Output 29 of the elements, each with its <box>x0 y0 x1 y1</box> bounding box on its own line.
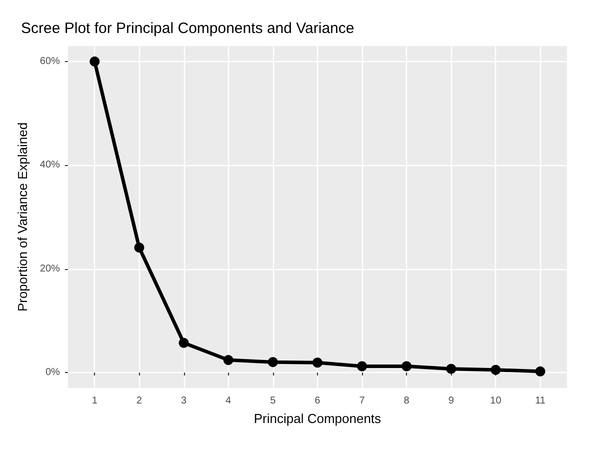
point <box>312 358 322 368</box>
x-tick-label: 7 <box>359 396 366 406</box>
x-tick-label: 9 <box>448 396 454 406</box>
x-tick-label: 8 <box>404 396 410 406</box>
point <box>357 361 368 372</box>
point <box>490 364 501 375</box>
point <box>402 361 412 372</box>
x-tick-label: 1 <box>92 396 98 406</box>
point <box>178 338 189 348</box>
chart-title: Scree Plot for Principal Components and Variance <box>21 20 354 37</box>
x-tick-label: 10 <box>490 396 502 406</box>
point <box>535 366 546 376</box>
point <box>268 357 278 368</box>
point <box>223 355 234 366</box>
y-tick-label: 40% <box>40 160 60 171</box>
y-tick-label: 60% <box>40 56 60 68</box>
point <box>446 364 456 374</box>
point <box>90 56 100 67</box>
y-tick-label: 0% <box>45 366 60 378</box>
x-tick-label: 5 <box>270 396 276 406</box>
y-tick-label: 20% <box>40 263 60 274</box>
x-tick-label: 3 <box>180 396 187 406</box>
y-axis-title: Proportion of Variance Explained <box>15 122 30 312</box>
x-tick-label: 6 <box>314 396 321 406</box>
point <box>134 242 144 253</box>
x-tick-label: 11 <box>535 396 546 406</box>
x-tick-label: 4 <box>226 396 232 406</box>
x-tick-label: 2 <box>136 396 142 406</box>
x-axis-title: Principal Components <box>254 411 382 426</box>
